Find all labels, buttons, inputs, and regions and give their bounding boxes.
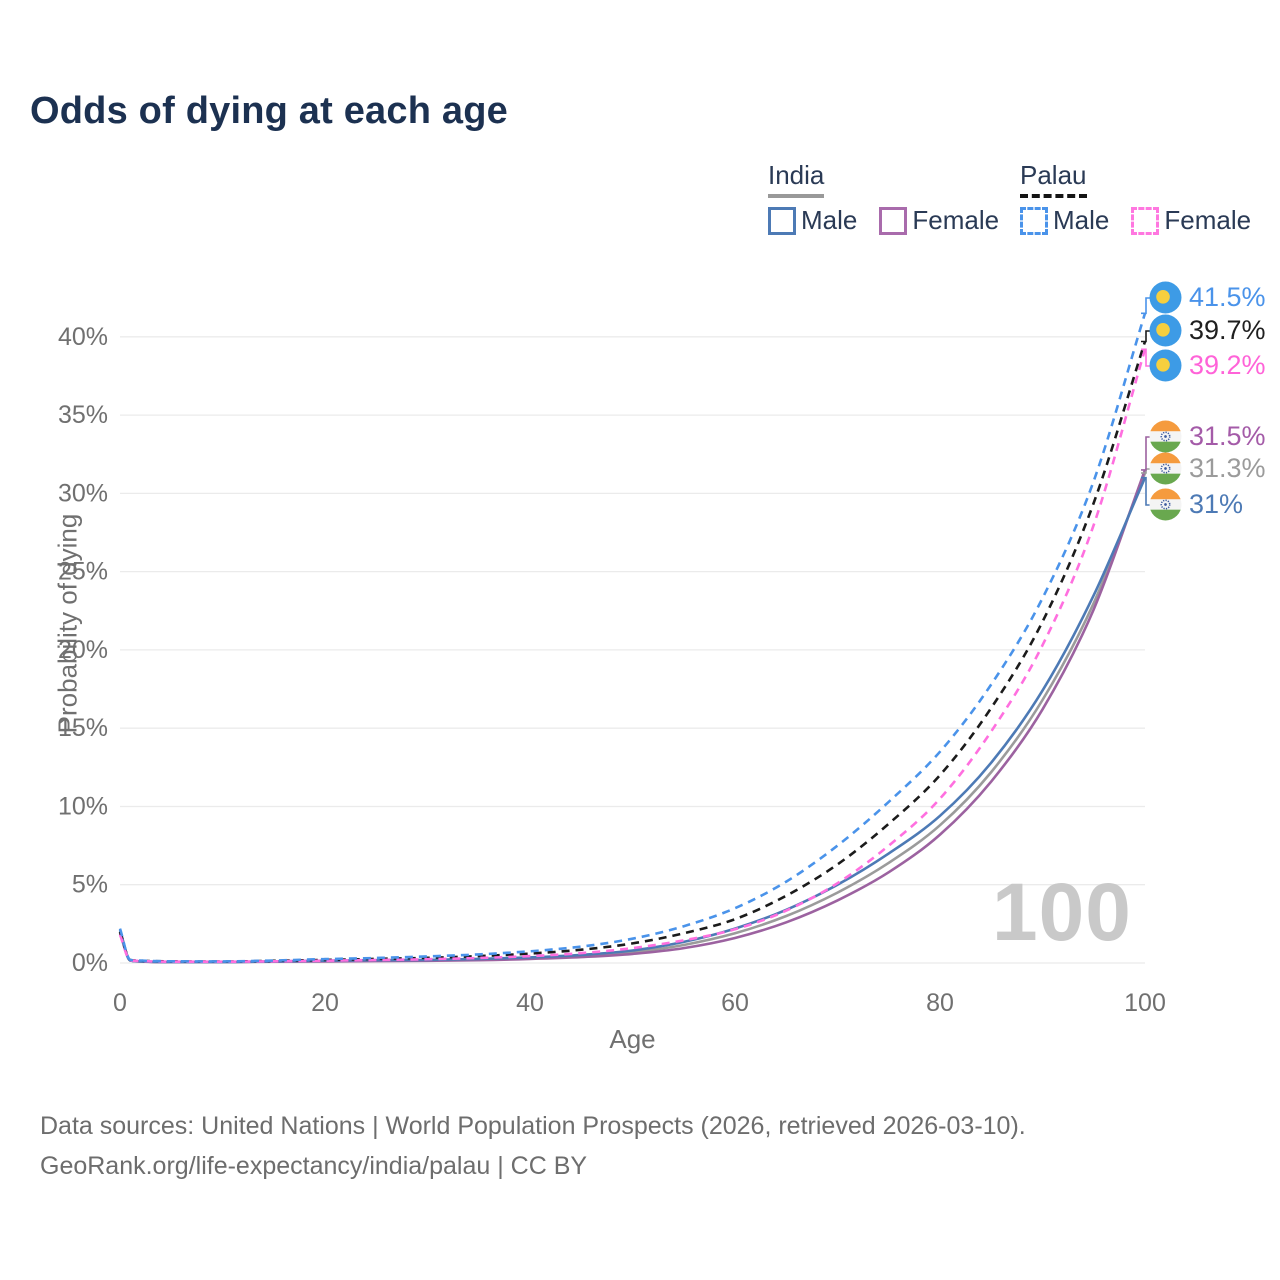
end-label-value-india-male: 31%	[1189, 489, 1244, 519]
end-label-india-female: 31.5%	[1149, 420, 1266, 453]
legend-group-india: India Male Female	[768, 160, 999, 236]
end-label-palau-male: 41.5%	[1149, 281, 1266, 314]
leader-india-female	[1141, 436, 1150, 471]
x-tick-label-100: 100	[1124, 989, 1166, 1017]
y-tick-label-15: 15%	[58, 714, 108, 742]
legend-label-india-female: Female	[912, 205, 1000, 235]
india-flag-icon	[1149, 420, 1182, 453]
footer: Data sources: United Nations | World Pop…	[40, 1106, 1026, 1186]
legend-swatch-india-male-icon	[768, 206, 796, 235]
x-tick-label-80: 80	[926, 989, 954, 1017]
end-label-india-male: 31%	[1149, 488, 1243, 521]
palau-flag-icon	[1149, 349, 1182, 382]
y-axis-title: Probability of dying	[52, 513, 83, 734]
legend-swatch-palau-female-icon	[1131, 206, 1160, 235]
end-label-value-palau-total: 39.7%	[1189, 315, 1266, 345]
y-tick-label-0: 0%	[72, 949, 108, 977]
end-label-india-total: 31.3%	[1149, 452, 1266, 485]
leader-palau-female	[1141, 348, 1150, 367]
legend-group-palau: Palau Male Female	[1020, 160, 1251, 236]
y-tick-label-20: 20%	[58, 636, 108, 664]
age-watermark: 100	[992, 867, 1132, 958]
leader-india-male	[1141, 476, 1150, 506]
x-tick-label-60: 60	[721, 989, 749, 1017]
leader-palau-total	[1141, 330, 1150, 343]
legend-swatch-india-female-icon	[879, 206, 908, 235]
y-tick-label-25: 25%	[58, 558, 108, 586]
y-tick-label-30: 30%	[58, 479, 108, 507]
palau-flag-icon	[1149, 281, 1182, 314]
legend-item-palau-female[interactable]: Female	[1131, 205, 1251, 236]
footer-sources-line: Data sources: United Nations | World Pop…	[40, 1112, 1026, 1140]
x-tick-label-20: 20	[311, 989, 339, 1017]
legend-group-title-india[interactable]: India	[768, 160, 825, 198]
y-tick-label-5: 5%	[72, 871, 108, 899]
legend-item-india-female[interactable]: Female	[879, 205, 999, 236]
leader-india-total	[1141, 468, 1150, 474]
y-tick-label-35: 35%	[58, 401, 108, 429]
end-label-palau-total: 39.7%	[1149, 314, 1266, 347]
legend-label-india-male: Male	[801, 205, 858, 235]
india-flag-icon	[1149, 488, 1182, 521]
legend-swatch-palau-male-icon	[1020, 206, 1048, 235]
end-label-value-palau-male: 41.5%	[1189, 282, 1266, 312]
palau-flag-icon	[1149, 314, 1182, 347]
legend-label-palau-male: Male	[1053, 205, 1110, 235]
footer-attribution-line: GeoRank.org/life-expectancy/india/palau …	[40, 1152, 588, 1180]
y-tick-label-40: 40%	[58, 323, 108, 351]
legend-group-title-palau[interactable]: Palau	[1020, 160, 1087, 198]
x-tick-label-40: 40	[516, 989, 544, 1017]
x-tick-label-0: 0	[113, 989, 127, 1017]
x-axis-title: Age	[609, 1024, 656, 1054]
india-flag-icon	[1149, 452, 1182, 485]
end-label-value-palau-female: 39.2%	[1189, 350, 1266, 380]
end-label-value-india-female: 31.5%	[1189, 421, 1266, 451]
line-palau-female[interactable]	[118, 348, 1147, 963]
page-title: Odds of dying at each age	[30, 90, 508, 132]
leader-palau-male	[1141, 297, 1150, 315]
legend-label-palau-female: Female	[1164, 205, 1252, 235]
legend-item-palau-male[interactable]: Male	[1020, 205, 1109, 236]
legend-item-india-male[interactable]: Male	[768, 205, 857, 236]
line-palau-male[interactable]	[118, 312, 1147, 963]
end-label-value-india-total: 31.3%	[1189, 453, 1266, 483]
end-label-palau-female: 39.2%	[1149, 349, 1266, 382]
y-tick-label-10: 10%	[58, 793, 108, 821]
